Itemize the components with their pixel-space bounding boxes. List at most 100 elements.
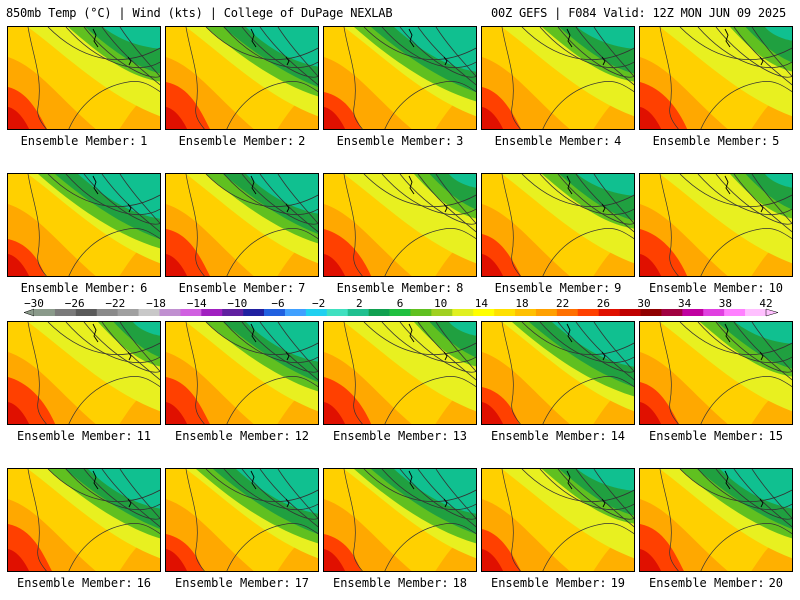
ensemble-member-panel (7, 321, 161, 425)
ensemble-member-panel (481, 321, 635, 425)
title-left: 850mb Temp (°C) | Wind (kts) | College o… (6, 6, 393, 20)
ensemble-member-label: Ensemble Member: 3 (321, 134, 479, 148)
ensemble-member-panel (481, 26, 635, 130)
member-label-prefix: Ensemble Member: (490, 429, 607, 443)
colorbar-swatch (452, 309, 474, 316)
temperature-map (640, 322, 792, 424)
colorbar-tick-label: −14 (187, 297, 207, 310)
ensemble-member-panel (481, 468, 635, 572)
ensemble-member-label: Ensemble Member: 20 (637, 576, 795, 590)
temperature-map (8, 174, 160, 276)
member-label-prefix: Ensemble Member: (174, 576, 291, 590)
colorbar-tick-label: −22 (105, 297, 125, 310)
colorbar-tick-label: −6 (271, 297, 284, 310)
colorbar-swatch (326, 309, 349, 316)
member-label-prefix: Ensemble Member: (652, 134, 769, 148)
ensemble-member-label: Ensemble Member: 9 (479, 281, 637, 295)
ensemble-member-label: Ensemble Member: 7 (163, 281, 321, 295)
ensemble-member-label: Ensemble Member: 5 (637, 134, 795, 148)
colorbar-swatch (682, 309, 704, 316)
ensemble-member-panel (323, 468, 477, 572)
ensemble-member-panel (639, 321, 793, 425)
member-number: 17 (294, 576, 310, 590)
colorbar-tick-label: −30 (24, 297, 44, 310)
member-number: 18 (452, 576, 468, 590)
colorbar-swatch (619, 309, 641, 316)
temperature-colorbar: −30 −26 −22 −18 −14 −10 −6 −2 2 6 10 14 18 22 26 30 34 38… (23, 297, 779, 317)
colorbar-swatch (535, 309, 558, 316)
colorbar-swatch (389, 309, 411, 316)
temperature-map (482, 27, 634, 129)
ensemble-member-label: Ensemble Member: 16 (5, 576, 163, 590)
ensemble-member-panel (639, 26, 793, 130)
colorbar-swatch (703, 309, 725, 316)
colorbar-swatch (347, 309, 369, 316)
temperature-map (324, 322, 476, 424)
temperature-map (166, 174, 318, 276)
ensemble-member-label: Ensemble Member: 12 (163, 429, 321, 443)
temperature-map (324, 174, 476, 276)
member-number: 15 (768, 429, 784, 443)
member-label-prefix: Ensemble Member: (178, 134, 295, 148)
member-label-prefix: Ensemble Member: (494, 134, 611, 148)
member-number: 16 (136, 576, 152, 590)
ensemble-member-label: Ensemble Member: 10 (637, 281, 795, 295)
temperature-map (8, 322, 160, 424)
member-label-prefix: Ensemble Member: (16, 576, 133, 590)
ensemble-member-label: Ensemble Member: 13 (321, 429, 479, 443)
ensemble-member-panel (165, 173, 319, 277)
temperature-map (640, 27, 792, 129)
colorbar-tick-label: 10 (434, 297, 447, 310)
member-label-prefix: Ensemble Member: (648, 429, 765, 443)
temperature-map (482, 174, 634, 276)
member-label-prefix: Ensemble Member: (494, 281, 611, 295)
colorbar-swatch (305, 309, 328, 316)
member-number: 9 (614, 281, 622, 295)
colorbar-max-arrow (765, 308, 779, 317)
colorbar-tick-label: 2 (356, 297, 363, 310)
colorbar-tick-label: −10 (227, 297, 247, 310)
member-label-prefix: Ensemble Member: (174, 429, 291, 443)
colorbar-swatch (745, 309, 767, 316)
ensemble-member-panel (165, 468, 319, 572)
ensemble-member-panel (481, 173, 635, 277)
colorbar-swatch (180, 309, 202, 316)
colorbar-swatch (640, 309, 662, 316)
colorbar-tick-label: 34 (678, 297, 692, 310)
member-label-prefix: Ensemble Member: (20, 134, 137, 148)
colorbar-tick-label: −2 (312, 297, 325, 310)
temperature-map (324, 469, 476, 571)
colorbar-swatch (368, 309, 390, 316)
member-label-prefix: Ensemble Member: (20, 281, 137, 295)
ensemble-member-panel (165, 321, 319, 425)
ensemble-member-panel (7, 468, 161, 572)
colorbar-swatch (661, 309, 683, 316)
member-label-prefix: Ensemble Member: (332, 429, 449, 443)
temperature-map (8, 27, 160, 129)
ensemble-member-panel (165, 26, 319, 130)
colorbar-tick-label: −18 (146, 297, 166, 310)
member-number: 10 (768, 281, 784, 295)
ensemble-member-label: Ensemble Member: 1 (5, 134, 163, 148)
colorbar-swatch (264, 309, 286, 316)
member-number: 3 (456, 134, 464, 148)
ensemble-member-panel (639, 173, 793, 277)
colorbar-tick-label: −26 (65, 297, 85, 310)
colorbar-swatch (598, 309, 620, 316)
colorbar-swatch (284, 309, 307, 316)
ensemble-member-panel (7, 26, 161, 130)
ensemble-member-label: Ensemble Member: 2 (163, 134, 321, 148)
colorbar-swatch (138, 309, 160, 316)
temperature-map (166, 469, 318, 571)
ensemble-member-label: Ensemble Member: 17 (163, 576, 321, 590)
temperature-map (482, 469, 634, 571)
temperature-map (482, 322, 634, 424)
colorbar-swatch (431, 309, 453, 316)
member-number: 8 (456, 281, 464, 295)
colorbar-tick-label: 30 (637, 297, 650, 310)
member-label-prefix: Ensemble Member: (16, 429, 133, 443)
member-number: 5 (772, 134, 780, 148)
colorbar-tick-label: 6 (397, 297, 404, 310)
temperature-map (166, 27, 318, 129)
ensemble-member-panel (7, 173, 161, 277)
